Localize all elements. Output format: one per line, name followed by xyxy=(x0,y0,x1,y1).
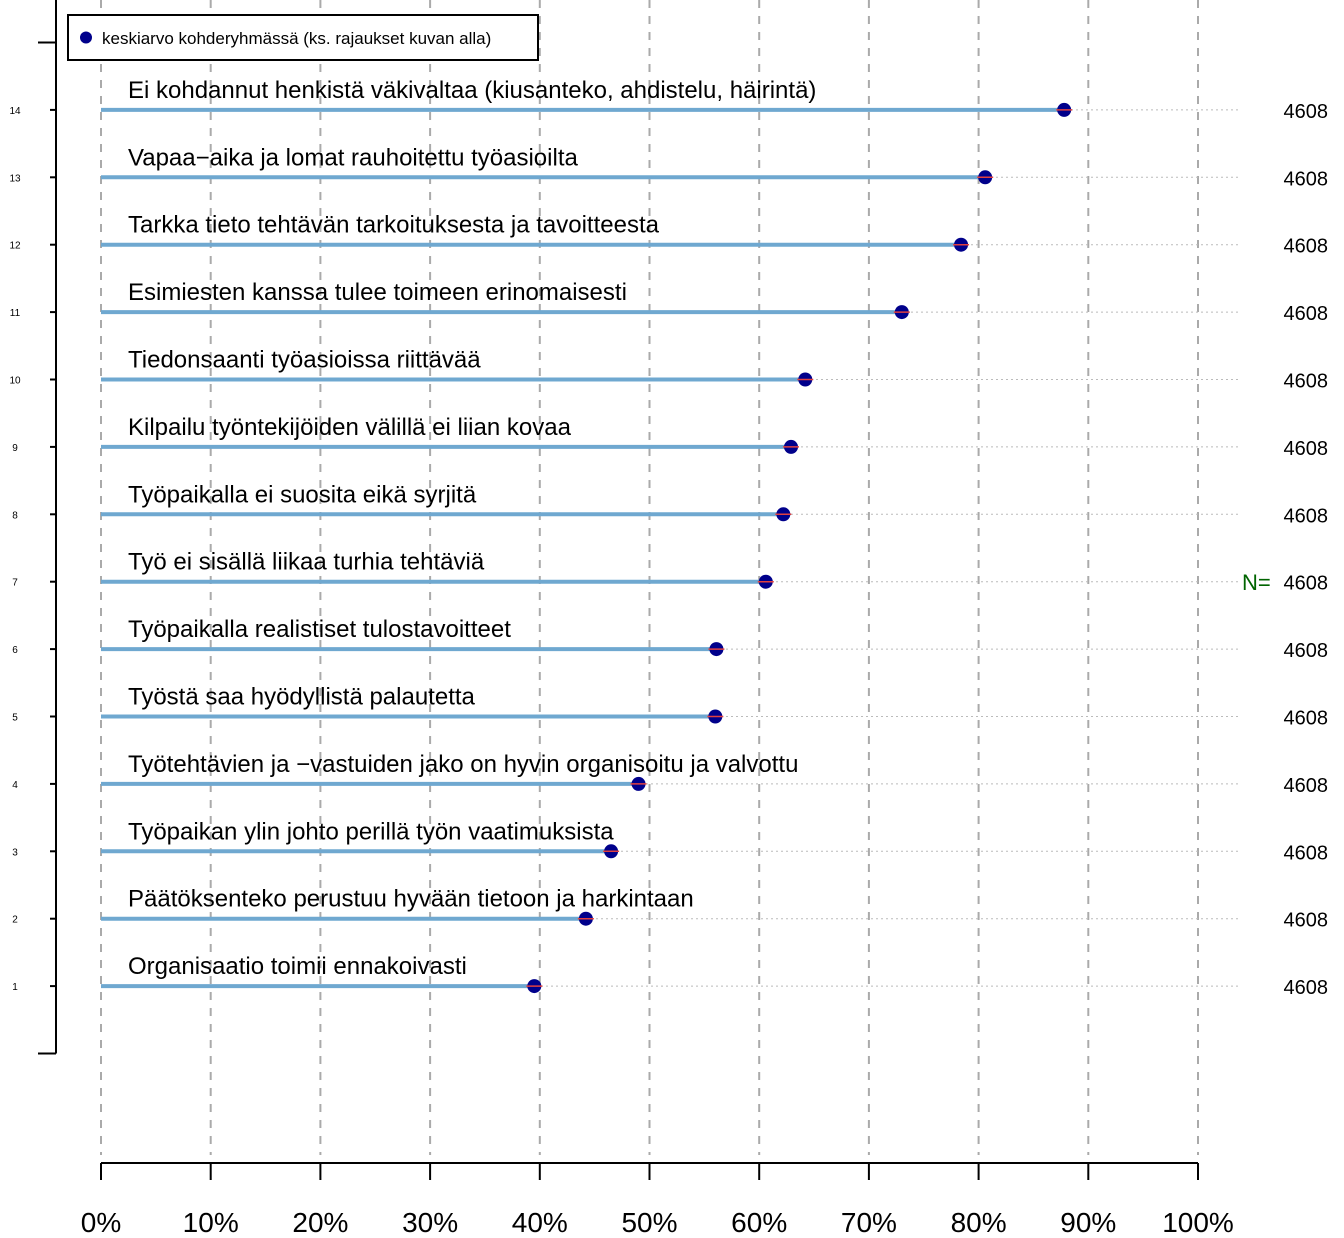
item-label: Organisaatio toimii ennakoivasti xyxy=(128,953,467,980)
n-value: 4608 xyxy=(1284,910,1329,932)
n-value: 4608 xyxy=(1284,505,1329,527)
y-tick-label: 6 xyxy=(12,645,18,656)
y-tick-label: 7 xyxy=(12,578,18,589)
item-label: Esimiesten kanssa tulee toimeen erinomai… xyxy=(128,279,627,306)
x-tick-label: 100% xyxy=(1162,1207,1234,1238)
y-tick-label: 2 xyxy=(12,915,18,926)
x-tick-label: 20% xyxy=(292,1207,348,1238)
n-label: N= xyxy=(1242,570,1271,595)
y-tick-label: 10 xyxy=(9,376,21,387)
n-value: 4608 xyxy=(1284,168,1329,190)
item-label: Työtehtävien ja −vastuiden jako on hyvin… xyxy=(128,751,798,778)
y-tick-label: 4 xyxy=(12,780,18,791)
y-tick-label: 11 xyxy=(10,308,21,319)
n-value: 4608 xyxy=(1284,573,1329,595)
x-tick-label: 0% xyxy=(81,1207,121,1238)
legend-label: keskiarvo kohderyhmässä (ks. rajaukset k… xyxy=(102,29,491,48)
y-tick-label: 3 xyxy=(12,847,18,858)
item-label: Tarkka tieto tehtävän tarkoituksesta ja … xyxy=(128,212,660,239)
n-value: 4608 xyxy=(1284,640,1329,662)
n-value: 4608 xyxy=(1284,303,1329,325)
x-tick-label: 50% xyxy=(621,1207,677,1238)
item-label: Vapaa−aika ja lomat rauhoitettu työasioi… xyxy=(128,144,578,171)
item-label: Työpaikalla ei suosita eikä syrjitä xyxy=(128,481,477,508)
item-label: Tiedonsaanti työasioissa riittävää xyxy=(128,347,481,374)
grid-lines xyxy=(100,0,1199,1155)
item-label: Kilpailu työntekijöiden välillä ei liian… xyxy=(128,414,572,441)
item-label: Ei kohdannut henkistä väkivaltaa (kiusan… xyxy=(128,77,816,104)
x-tick-label: 60% xyxy=(731,1207,787,1238)
y-tick-label: 12 xyxy=(9,241,21,252)
x-tick-label: 40% xyxy=(512,1207,568,1238)
n-value: 4608 xyxy=(1284,371,1329,393)
item-label: Työpaikan ylin johto perillä työn vaatim… xyxy=(128,818,614,845)
x-tick-label: 10% xyxy=(183,1207,239,1238)
y-tick-label: 14 xyxy=(9,106,21,117)
x-tick-label: 30% xyxy=(402,1207,458,1238)
n-value: 4608 xyxy=(1284,842,1329,864)
n-value: 4608 xyxy=(1284,236,1329,258)
x-tick-label: 90% xyxy=(1060,1207,1116,1238)
legend-marker xyxy=(80,31,92,44)
n-value: 4608 xyxy=(1284,775,1329,797)
n-value: 4608 xyxy=(1284,101,1329,123)
y-tick-label: 5 xyxy=(12,713,18,724)
y-tick-label: 1 xyxy=(12,982,18,993)
item-label: Työstä saa hyödyllistä palautetta xyxy=(128,684,476,711)
n-value: 4608 xyxy=(1284,977,1329,999)
n-value: 4608 xyxy=(1284,438,1329,460)
item-label: Päätöksenteko perustuu hyvään tietoon ja… xyxy=(128,886,694,913)
legend-box xyxy=(67,14,539,61)
item-label: Työ ei sisällä liikaa turhia tehtäviä xyxy=(128,549,485,576)
legend: keskiarvo kohderyhmässä (ks. rajaukset k… xyxy=(67,14,539,61)
x-axis: 0% 10% 20% 30% 40% 50% 60% 70% 80% 90% 100% xyxy=(81,1162,1234,1238)
item-label: Työpaikalla realistiset tulostavoitteet xyxy=(128,616,511,643)
n-values: 4608 4608 4608 4608 4608 4608 4608 4608 4608 4608… xyxy=(1284,101,1329,999)
series: Ei kohdannut henkistä väkivaltaa (kiusan… xyxy=(101,77,1073,994)
x-tick-label: 70% xyxy=(841,1207,897,1238)
y-tick-label: 9 xyxy=(12,443,18,454)
y-tick-label: 13 xyxy=(9,173,21,184)
y-tick-label: 8 xyxy=(12,510,18,521)
n-value: 4608 xyxy=(1284,708,1329,730)
x-tick-label: 80% xyxy=(951,1207,1007,1238)
y-axis: 14 13 12 11 10 9 8 7 6 5 4 3 2 1 xyxy=(9,0,57,1055)
